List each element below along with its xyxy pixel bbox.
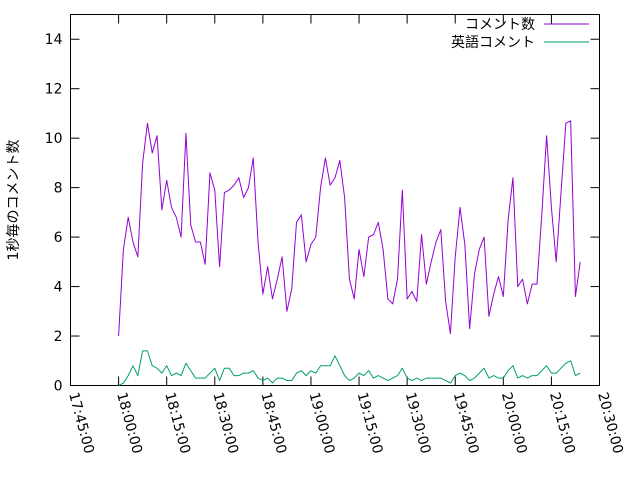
x-tick-label: 17:45:00 [65, 391, 97, 456]
y-tick-label: 2 [54, 329, 63, 345]
y-tick-label: 14 [45, 32, 63, 48]
x-tick-label: 18:15:00 [161, 391, 193, 456]
x-tick-label: 20:00:00 [498, 391, 530, 456]
x-tick-label: 18:45:00 [257, 391, 289, 456]
x-tick-label: 20:15:00 [546, 391, 578, 456]
x-tick-label: 20:30:00 [594, 391, 626, 456]
x-tick-label: 19:15:00 [354, 391, 386, 456]
y-tick-label: 8 [54, 181, 63, 197]
y-tick-label: 4 [54, 280, 63, 296]
series-line-1 [118, 120, 581, 337]
plot-frame [70, 14, 600, 386]
series-line-2 [118, 350, 581, 386]
y-axis: 0 2 4 6 8 10 12 14 [45, 32, 600, 395]
x-tick-label: 19:00:00 [306, 391, 338, 456]
y-axis-title: 1秒毎のコメント数 [6, 140, 22, 261]
x-tick-label: 18:30:00 [209, 391, 241, 456]
x-axis: 17:45:00 18:00:00 18:15:00 18:30:00 18:45:00… [65, 14, 626, 456]
y-tick-label: 12 [45, 82, 63, 98]
x-tick-label: 19:30:00 [402, 391, 434, 456]
y-tick-label: 10 [45, 131, 63, 147]
legend-label-1: コメント数 [465, 17, 535, 33]
series-layer [118, 120, 581, 386]
y-tick-label: 0 [54, 379, 63, 395]
legend-label-2: 英語コメント [451, 34, 535, 51]
x-tick-label: 18:00:00 [113, 391, 145, 456]
y-tick-label: 6 [54, 230, 63, 246]
x-tick-label: 19:45:00 [450, 391, 482, 456]
